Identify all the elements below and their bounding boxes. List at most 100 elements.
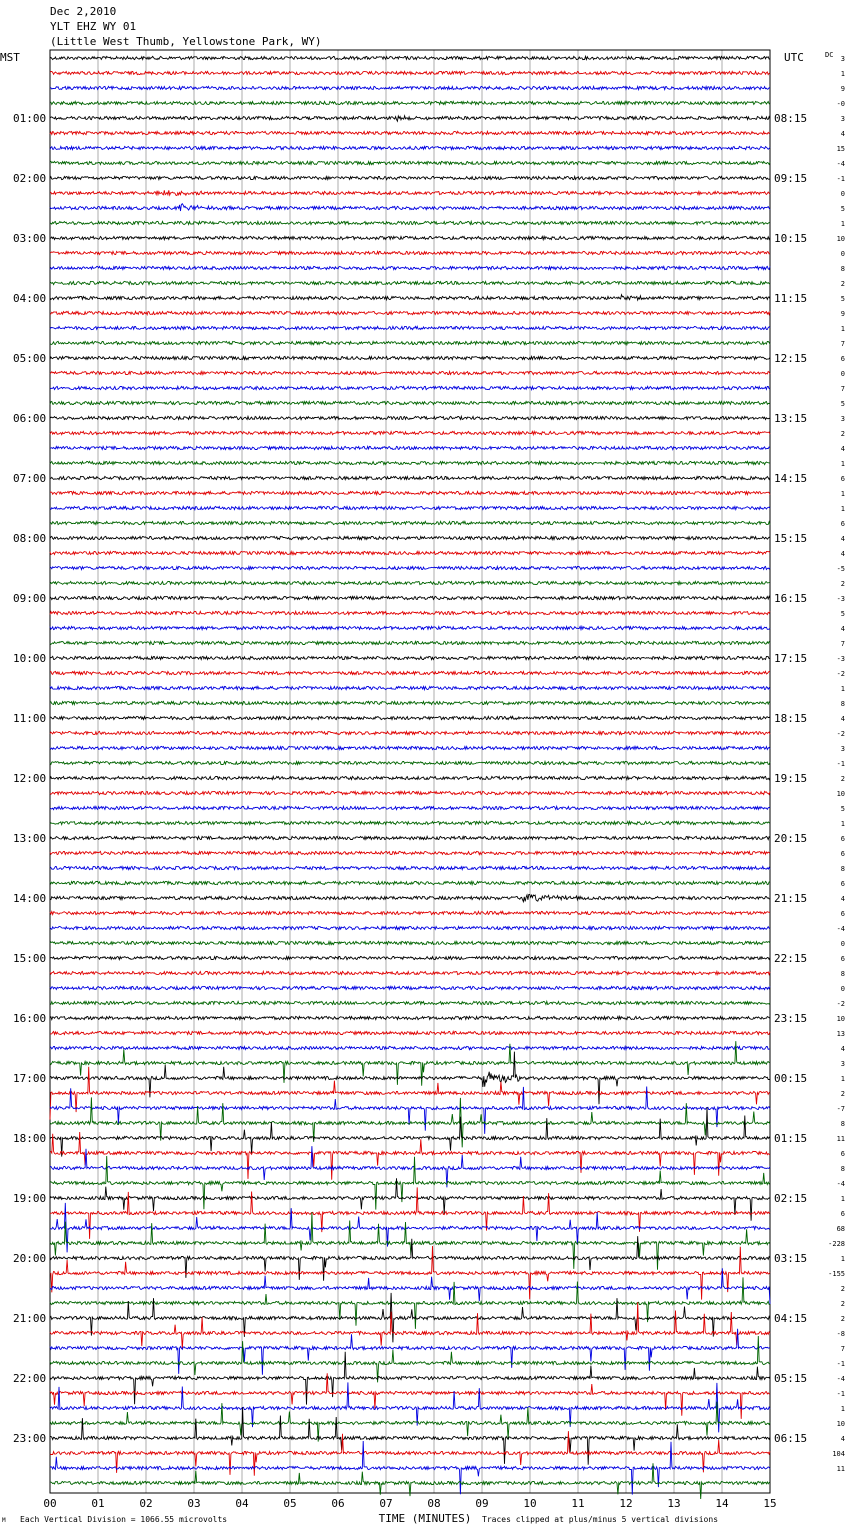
plot-header: Dec 2,2010 YLT EHZ WY 01 (Little West Th… xyxy=(50,4,322,49)
seismic-trace-row xyxy=(49,114,771,123)
seismic-trace-row xyxy=(49,1066,771,1120)
dc-offset-label: -3 xyxy=(837,595,845,603)
right-time-label: 05:15 xyxy=(774,1372,807,1385)
seismic-trace-row xyxy=(49,969,771,977)
right-time-labels: 08:15 09:15 10:15 11:15 12:15 13:15 14:15 15:15… xyxy=(774,112,807,1445)
dc-offset-label: 4 xyxy=(841,625,845,633)
seismic-trace-row xyxy=(49,69,771,76)
x-tick-label: 07 xyxy=(379,1497,392,1510)
dc-offset-label: 1 xyxy=(841,325,845,333)
dc-offset-label: 10 xyxy=(837,235,845,243)
right-time-label: 10:15 xyxy=(774,232,807,245)
seismic-trace-row xyxy=(49,354,771,362)
right-time-label: 14:15 xyxy=(774,472,807,485)
dc-offset-label: 4 xyxy=(841,1045,845,1053)
seismic-trace-row xyxy=(49,250,771,256)
right-time-label: 11:15 xyxy=(774,292,807,305)
seismic-trace-row xyxy=(49,369,771,377)
dc-offset-label: 8 xyxy=(841,970,845,978)
seismic-trace-row xyxy=(49,865,771,872)
dc-offset-label: -1 xyxy=(837,1390,845,1398)
x-tick-label: 04 xyxy=(235,1497,249,1510)
left-time-label: 01:00 xyxy=(13,112,46,125)
seismic-trace-row xyxy=(49,340,771,347)
seismic-trace-row xyxy=(49,700,771,707)
dc-offset-label: -4 xyxy=(837,1375,845,1383)
dc-offset-label: 6 xyxy=(841,955,845,963)
right-time-label: 23:15 xyxy=(774,1012,807,1025)
dc-offset-label: 1 xyxy=(841,460,845,468)
seismic-trace-row xyxy=(49,189,771,197)
dc-offset-label: 7 xyxy=(841,385,845,393)
dc-offset-label: -7 xyxy=(837,1105,845,1113)
dc-offset-label: 15 xyxy=(837,145,845,153)
dc-offset-label: 7 xyxy=(841,640,845,648)
dc-offset-label: -4 xyxy=(837,925,845,933)
seismic-trace-row xyxy=(49,1051,770,1105)
dc-offset-label: 0 xyxy=(841,940,845,948)
seismic-trace-row xyxy=(49,609,771,617)
seismic-trace-row xyxy=(49,1335,771,1383)
dc-offset-label: 3 xyxy=(841,115,845,123)
x-tick-label: 02 xyxy=(139,1497,152,1510)
dc-offset-label: 6 xyxy=(841,520,845,528)
right-time-label: 04:15 xyxy=(774,1312,807,1325)
seismic-trace-row xyxy=(49,414,771,422)
x-tick-label: 10 xyxy=(523,1497,536,1510)
dc-offset-label: -5 xyxy=(837,565,845,573)
dc-offset-label: 5 xyxy=(841,295,845,303)
dc-offset-label: 8 xyxy=(841,700,845,708)
seismic-trace-row xyxy=(49,879,771,887)
seismic-trace-row xyxy=(49,264,771,272)
left-time-label: 19:00 xyxy=(13,1192,46,1205)
seismic-trace-row xyxy=(49,1097,771,1148)
dc-offset-label: -1 xyxy=(837,760,845,768)
left-time-labels: 01:00 02:00 03:00 04:00 05:00 06:00 07:00 08:00… xyxy=(13,112,46,1445)
left-time-label: 07:00 xyxy=(13,472,46,485)
x-tick-label: 03 xyxy=(187,1497,200,1510)
dc-offset-label: 2 xyxy=(841,580,845,588)
left-time-label: 10:00 xyxy=(13,652,46,665)
x-tick-label: 09 xyxy=(475,1497,488,1510)
dc-offset-label: 2 xyxy=(841,1300,845,1308)
x-tick-label: 15 xyxy=(763,1497,776,1510)
left-time-label: 03:00 xyxy=(13,232,46,245)
left-time-label: 12:00 xyxy=(13,772,46,785)
dc-offset-label: 1 xyxy=(841,1195,845,1203)
seismic-trace-row xyxy=(49,549,771,556)
dc-offset-label: 1 xyxy=(841,70,845,78)
dc-offset-label: 2 xyxy=(841,430,845,438)
seismic-trace-row xyxy=(49,1268,771,1305)
dc-offset-label: 8 xyxy=(841,1165,845,1173)
dc-offset-label: 6 xyxy=(841,880,845,888)
dc-offset-label: 2 xyxy=(841,1285,845,1293)
dc-offset-label: 1 xyxy=(841,820,845,828)
seismic-trace-row xyxy=(49,535,771,542)
seismic-trace-row xyxy=(49,1044,771,1052)
dc-offset-label: 6 xyxy=(841,1210,845,1218)
seismic-trace-row xyxy=(49,730,771,737)
dc-offset-label: 3 xyxy=(841,415,845,423)
x-tick-label: 00 xyxy=(43,1497,56,1510)
seismic-trace-row xyxy=(49,1431,771,1476)
left-time-label: 23:00 xyxy=(13,1432,46,1445)
left-time-label: 08:00 xyxy=(13,532,46,545)
seismic-trace-row xyxy=(49,1440,771,1495)
dc-offset-label: -4 xyxy=(837,1180,845,1188)
x-tick-label: 06 xyxy=(331,1497,344,1510)
right-time-label: 16:15 xyxy=(774,592,807,605)
dc-offset-label: 68 xyxy=(837,1225,845,1233)
dc-offset-label: 1 xyxy=(841,1255,845,1263)
dc-offset-label: 6 xyxy=(841,475,845,483)
seismic-trace-row xyxy=(49,804,771,811)
left-time-label: 13:00 xyxy=(13,832,46,845)
dc-offset-label: 5 xyxy=(841,400,845,408)
left-time-label: 09:00 xyxy=(13,592,46,605)
seismic-trace-row xyxy=(49,1086,771,1134)
seismic-trace-row xyxy=(49,1146,771,1188)
seismic-trace-row xyxy=(49,893,771,904)
dc-offset-label: 2 xyxy=(841,1315,845,1323)
dc-offset-label: 10 xyxy=(837,1015,845,1023)
seismic-trace-row xyxy=(49,849,771,857)
dc-offset-label: 5 xyxy=(841,205,845,213)
